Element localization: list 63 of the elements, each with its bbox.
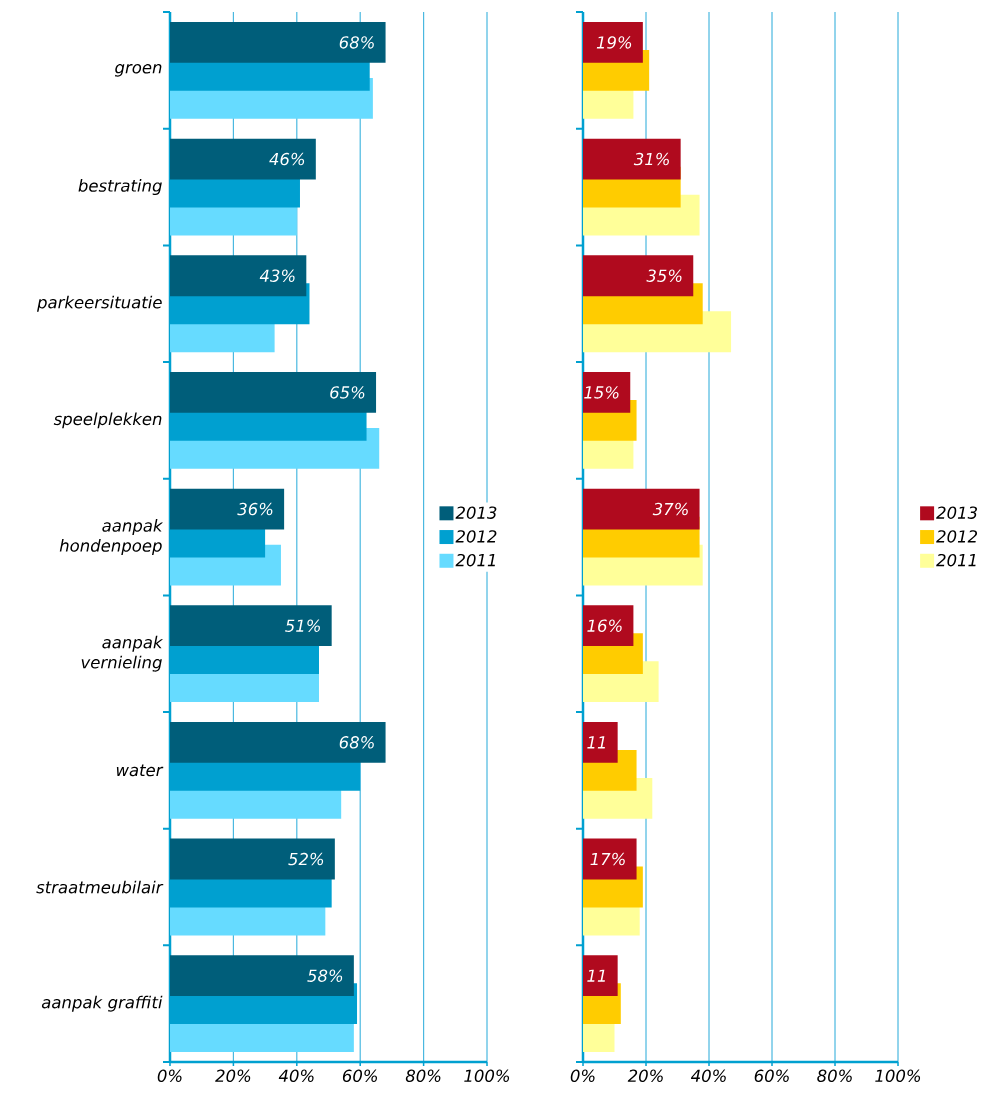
legend-label: 2011: [936, 553, 976, 567]
bar: [170, 955, 354, 997]
legend-label: 2012: [455, 530, 497, 543]
data-label: 35%: [646, 269, 682, 282]
legend-label: 2012: [936, 530, 978, 543]
x-tick-label: 20%: [627, 1069, 663, 1083]
x-tick-label: 0%: [157, 1069, 182, 1083]
data-label: 15%: [584, 386, 619, 399]
data-label: 11: [587, 736, 605, 749]
bar: [583, 21, 643, 63]
x-tick-label: 100%: [875, 1069, 921, 1083]
data-label: 19%: [596, 36, 632, 49]
y-tick-label: parkeersituatie: [37, 295, 162, 312]
data-label: 46%: [269, 152, 305, 166]
data-label: 52%: [288, 852, 324, 866]
bar: [170, 488, 285, 530]
data-label: 58%: [307, 969, 343, 982]
bar: [583, 605, 634, 647]
bar: [583, 255, 694, 297]
bar: [170, 21, 386, 63]
y-tick-label: straatmeubilair: [36, 880, 164, 894]
data-label: 43%: [259, 269, 295, 282]
x-tick-label: 0%: [570, 1069, 595, 1083]
data-label: 17%: [590, 852, 625, 866]
bar: [170, 605, 332, 647]
legend-label: 2013: [455, 506, 497, 519]
data-label: 16%: [587, 619, 622, 632]
data-label: 11: [587, 969, 605, 982]
data-label: 31%: [633, 152, 669, 166]
bar: [583, 371, 631, 413]
legend-label: 2011: [455, 553, 495, 567]
bar: [583, 838, 637, 880]
x-tick-label: 100%: [464, 1069, 510, 1083]
bar: [170, 371, 377, 413]
data-label: 51%: [285, 619, 320, 632]
data-label: 68%: [339, 736, 374, 749]
y-tick-label: aanpak vernieling: [81, 635, 164, 672]
x-tick-label: 40%: [278, 1069, 314, 1083]
x-tick-label: 80%: [817, 1069, 852, 1083]
bar: [170, 721, 386, 763]
data-label: 68%: [339, 36, 374, 49]
y-tick-label: speelplekken: [53, 412, 162, 429]
y-tick-label: water: [116, 764, 164, 777]
data-label: 37%: [652, 502, 688, 516]
legend-label: 2013: [936, 506, 978, 519]
y-tick-label: groen: [115, 64, 162, 77]
bar: [170, 138, 316, 180]
y-tick-label: aanpak hondenpoep: [59, 519, 164, 556]
bar: [583, 721, 618, 763]
bar: [583, 955, 618, 997]
bar: [583, 138, 681, 180]
x-tick-label: 80%: [405, 1069, 441, 1083]
data-label: 36%: [237, 502, 273, 516]
y-tick-label: bestrating: [78, 179, 162, 196]
x-tick-label: 40%: [690, 1069, 726, 1083]
x-tick-label: 20%: [215, 1069, 251, 1083]
y-tick-label: aanpak graffiti: [41, 995, 163, 1012]
data-label: 65%: [330, 386, 365, 399]
x-tick-label: 60%: [754, 1069, 789, 1083]
bar: [583, 488, 700, 530]
bar: [170, 838, 335, 880]
bar: [170, 255, 307, 297]
x-tick-label: 60%: [342, 1069, 378, 1083]
